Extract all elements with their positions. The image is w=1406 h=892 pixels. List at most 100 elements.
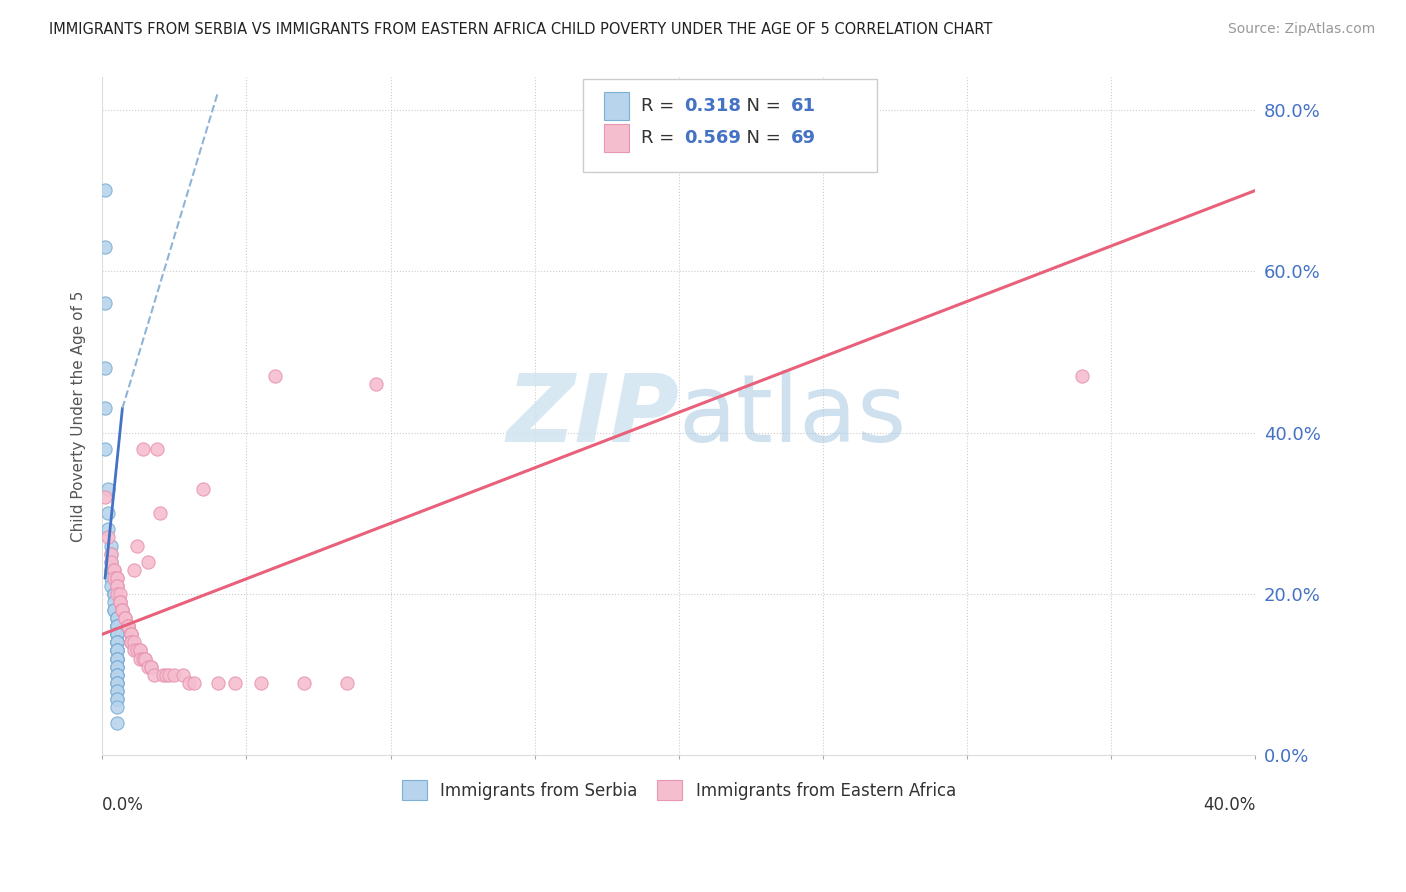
Point <box>103 571 125 585</box>
Point <box>122 563 145 577</box>
Point <box>105 667 128 681</box>
Point <box>105 619 128 633</box>
Point <box>105 635 128 649</box>
Point <box>191 482 214 496</box>
Point <box>120 635 142 649</box>
Point <box>105 587 128 601</box>
Point <box>103 563 125 577</box>
Point <box>103 587 125 601</box>
Point <box>100 579 122 593</box>
Point <box>105 611 128 625</box>
Point <box>100 555 122 569</box>
Point <box>125 643 148 657</box>
Point <box>105 579 128 593</box>
Point <box>146 442 169 456</box>
Point <box>105 579 128 593</box>
Text: R =: R = <box>641 128 679 147</box>
Text: N =: N = <box>735 97 787 115</box>
Point <box>105 611 128 625</box>
Point <box>105 635 128 649</box>
Point <box>163 667 186 681</box>
Point <box>128 651 150 665</box>
Point <box>224 675 246 690</box>
Point <box>105 716 128 731</box>
Point <box>103 587 125 601</box>
Point <box>111 603 134 617</box>
Text: Source: ZipAtlas.com: Source: ZipAtlas.com <box>1227 22 1375 37</box>
Point <box>105 579 128 593</box>
Point <box>94 361 117 376</box>
Point <box>105 635 128 649</box>
Point <box>108 595 131 609</box>
Point <box>111 603 134 617</box>
Point <box>100 547 122 561</box>
Point <box>122 635 145 649</box>
Point <box>114 611 136 625</box>
Point <box>94 442 117 456</box>
Point <box>105 651 128 665</box>
Text: 0.569: 0.569 <box>685 128 741 147</box>
Point <box>100 563 122 577</box>
Point <box>105 651 128 665</box>
Point <box>172 667 194 681</box>
Point <box>131 651 153 665</box>
Text: 40.0%: 40.0% <box>1204 796 1256 814</box>
Point <box>183 675 205 690</box>
Point <box>103 603 125 617</box>
Point <box>105 651 128 665</box>
Point <box>120 627 142 641</box>
Point <box>105 691 128 706</box>
Point <box>105 643 128 657</box>
Point <box>125 539 148 553</box>
Point <box>103 563 125 577</box>
Text: N =: N = <box>735 128 787 147</box>
Point <box>94 240 117 254</box>
Point <box>105 683 128 698</box>
Point <box>105 675 128 690</box>
Text: 0.318: 0.318 <box>685 97 741 115</box>
Y-axis label: Child Poverty Under the Age of 5: Child Poverty Under the Age of 5 <box>72 291 86 542</box>
Point <box>103 587 125 601</box>
Point <box>141 659 163 673</box>
Text: ZIP: ZIP <box>506 370 679 462</box>
Point <box>100 571 122 585</box>
Point <box>105 627 128 641</box>
Point <box>105 627 128 641</box>
Point <box>120 627 142 641</box>
Point <box>105 643 128 657</box>
Point <box>149 506 172 520</box>
Point <box>105 651 128 665</box>
Point <box>94 401 117 416</box>
Point <box>105 643 128 657</box>
Point <box>105 635 128 649</box>
Point <box>100 555 122 569</box>
Point <box>292 675 315 690</box>
Point <box>1071 369 1094 384</box>
Point <box>134 651 156 665</box>
Point <box>105 635 128 649</box>
Point <box>131 442 153 456</box>
Point <box>105 675 128 690</box>
Point <box>105 659 128 673</box>
Point <box>155 667 177 681</box>
Point <box>105 643 128 657</box>
Point <box>117 619 139 633</box>
Point <box>138 659 160 673</box>
Point <box>97 522 120 536</box>
Point <box>105 571 128 585</box>
Point <box>111 603 134 617</box>
Point <box>105 667 128 681</box>
Point <box>97 482 120 496</box>
FancyBboxPatch shape <box>605 92 630 120</box>
FancyBboxPatch shape <box>605 123 630 152</box>
Point <box>105 619 128 633</box>
Point <box>97 531 120 545</box>
Point <box>366 377 388 392</box>
Point <box>94 490 117 504</box>
Point <box>264 369 287 384</box>
Point <box>105 691 128 706</box>
Point <box>105 619 128 633</box>
Point <box>117 619 139 633</box>
Text: IMMIGRANTS FROM SERBIA VS IMMIGRANTS FROM EASTERN AFRICA CHILD POVERTY UNDER THE: IMMIGRANTS FROM SERBIA VS IMMIGRANTS FRO… <box>49 22 993 37</box>
Point <box>103 603 125 617</box>
